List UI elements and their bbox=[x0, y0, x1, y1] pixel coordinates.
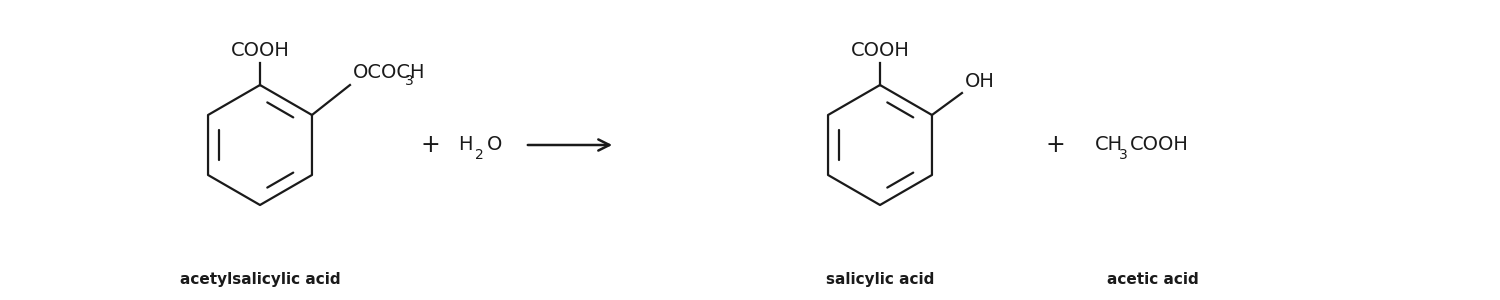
Text: OCOCH: OCOCH bbox=[352, 63, 426, 82]
Text: OH: OH bbox=[964, 72, 994, 91]
Text: COOH: COOH bbox=[1130, 136, 1190, 154]
Text: 3: 3 bbox=[405, 74, 414, 88]
Text: H: H bbox=[458, 136, 472, 154]
Text: COOH: COOH bbox=[850, 41, 909, 60]
Text: +: + bbox=[1046, 133, 1065, 157]
Text: 3: 3 bbox=[1119, 148, 1128, 162]
Text: +: + bbox=[420, 133, 440, 157]
Text: 2: 2 bbox=[476, 148, 484, 162]
Text: O: O bbox=[486, 136, 502, 154]
Text: acetylsalicylic acid: acetylsalicylic acid bbox=[180, 272, 340, 287]
Text: salicylic acid: salicylic acid bbox=[827, 272, 934, 287]
Text: CH: CH bbox=[1095, 136, 1124, 154]
Text: COOH: COOH bbox=[231, 41, 290, 60]
Text: acetic acid: acetic acid bbox=[1107, 272, 1198, 287]
